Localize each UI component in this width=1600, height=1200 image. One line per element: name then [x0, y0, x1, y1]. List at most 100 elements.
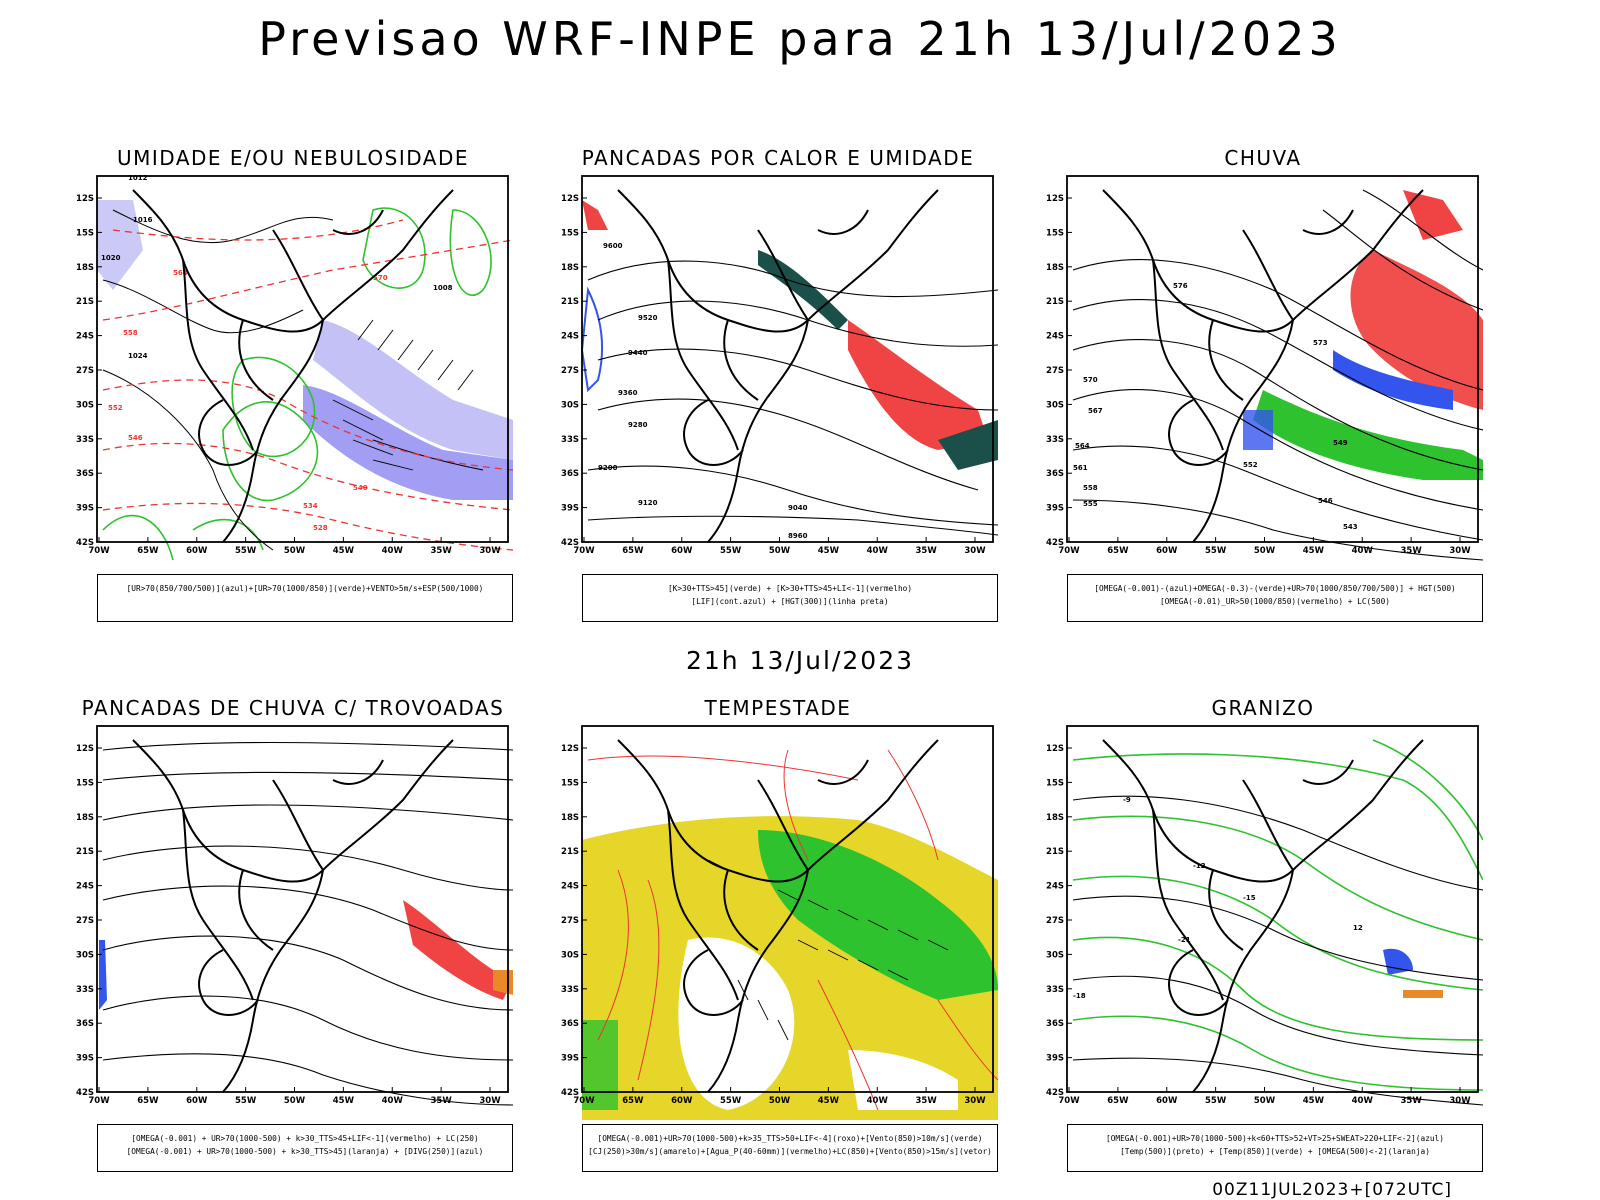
lat-tick-label: 33S: [76, 435, 94, 445]
temp850-contours: [1072, 739, 1483, 1091]
lon-tick-label: 30W: [1449, 546, 1471, 556]
coastline-borders: [617, 739, 939, 1093]
contour-label: -15: [1243, 894, 1256, 902]
contour-label: 561: [1073, 464, 1088, 472]
lon-tick-label: 60W: [671, 546, 693, 556]
lon-tick-label: 50W: [284, 1096, 306, 1106]
lon-tick-label: 50W: [769, 1096, 791, 1106]
lat-tick-label: 39S: [76, 504, 94, 514]
lon-tick-label: 50W: [1254, 546, 1276, 556]
lat-tick-label: 30S: [1046, 950, 1064, 960]
panel-title: PANCADAS POR CALOR E UMIDADE: [581, 146, 975, 170]
lon-tick-label: 40W: [1352, 1096, 1374, 1106]
lat-tick-label: 42S: [561, 1088, 579, 1098]
lat-tick-label: 30S: [1046, 400, 1064, 410]
lat-tick-label: 36S: [76, 469, 94, 479]
lon-tick-label: 50W: [769, 546, 791, 556]
lat-tick-label: 15S: [76, 778, 94, 788]
contour-label: -12: [1193, 862, 1206, 870]
lon-tick-label: 65W: [137, 546, 159, 556]
lon-tick-label: 30W: [964, 1096, 986, 1106]
lat-tick-label: 33S: [76, 985, 94, 995]
latitude-axis: 12S 15S 18S 21S 24S 27S 30S 33S 36S 39S 42S: [1046, 194, 1072, 548]
contour-label: 555: [1083, 500, 1098, 508]
lon-tick-label: 65W: [1107, 546, 1129, 556]
lat-tick-label: 42S: [76, 538, 94, 548]
longitude-axis: 70W 65W 60W 55W 50W 45W 40W 35W 30W: [1058, 1087, 1471, 1106]
contour-label: 1008: [433, 284, 453, 292]
map-frame: [96, 175, 509, 543]
panel-title: UMIDADE E/OU NEBULOSIDADE: [116, 146, 470, 170]
lon-tick-label: 40W: [867, 546, 889, 556]
lat-tick-label: 21S: [76, 297, 94, 307]
lon-tick-label: 40W: [867, 1096, 889, 1106]
panel-title: GRANIZO: [1211, 696, 1315, 720]
panel-legend: [OMEGA(-0.001) + UR>70(1000-500) + k>30_…: [97, 1124, 513, 1172]
lon-tick-label: 45W: [1303, 1096, 1325, 1106]
lat-tick-label: 36S: [1046, 1019, 1064, 1029]
panel-legend: [OMEGA(-0.001)-(azul)+OMEGA(-0.3)-(verde…: [1067, 574, 1483, 622]
lon-tick-label: 70W: [1058, 1096, 1080, 1106]
map-umidade[interactable]: 1012 1016 1020 1024 1008 570 564 558 552…: [73, 170, 513, 570]
map-granizo[interactable]: -9 -12 -15 -18 -21 12 12S 15S 18S 21S 24S 27S…: [1043, 720, 1483, 1120]
temp500-contours: [1072, 795, 1483, 1106]
lon-tick-label: 45W: [333, 1096, 355, 1106]
lon-tick-label: 65W: [622, 1096, 644, 1106]
legend-line: [OMEGA(-0.001)+UR>70(1000-500)+k>35_TTS>…: [597, 1134, 983, 1143]
lat-tick-label: 24S: [76, 882, 94, 892]
map-chuva[interactable]: 576 573 570 567 564 561 558 555 552 549 …: [1043, 170, 1483, 570]
main-title: Previsao WRF-INPE para 21h 13/Jul/2023: [258, 12, 1342, 66]
lon-tick-label: 35W: [1401, 546, 1423, 556]
lon-tick-label: 35W: [431, 546, 453, 556]
legend-line: [OMEGA(-0.001) + UR>70(1000-500) + k>30_…: [131, 1134, 479, 1143]
contour-label: 1012: [128, 174, 148, 182]
lat-tick-label: 15S: [1046, 778, 1064, 788]
coastline-borders: [617, 189, 939, 543]
lon-tick-label: 30W: [964, 546, 986, 556]
lon-tick-label: 55W: [1205, 546, 1227, 556]
lc250-streamlines: [102, 741, 513, 1106]
lat-tick-label: 36S: [76, 1019, 94, 1029]
contour-label: 570: [373, 274, 388, 282]
map-frame: [1066, 175, 1479, 543]
hgt500-streamlines: [1072, 189, 1483, 561]
panel-legend: [K>30+TTS>45](verde) + [K>30+TTS>45+LI<-…: [582, 574, 998, 622]
lon-tick-label: 30W: [479, 546, 501, 556]
legend-line: [CJ(250)>30m/s](amarelo)+[Agua_P(40-60mm…: [588, 1147, 992, 1156]
lat-tick-label: 24S: [561, 882, 579, 892]
lon-tick-label: 45W: [818, 546, 840, 556]
lat-tick-label: 21S: [76, 847, 94, 857]
fill-layer: [1383, 948, 1443, 998]
lon-tick-label: 45W: [1303, 546, 1325, 556]
lon-tick-label: 70W: [573, 546, 595, 556]
map-pancadas-calor[interactable]: 9600 9520 9440 9360 9280 9200 9120 9040 …: [558, 170, 998, 570]
legend-line: [LIF](cont.azul) + [HGT(300)](linha pret…: [691, 597, 889, 606]
lon-tick-label: 35W: [916, 546, 938, 556]
lat-tick-label: 30S: [561, 950, 579, 960]
panel-trovoadas: PANCADAS DE CHUVA C/ TROVOADAS 12S 15S 18S…: [73, 696, 513, 1172]
contour-label: 552: [1243, 461, 1258, 469]
lat-tick-label: 18S: [76, 263, 94, 273]
contour-label: 1020: [101, 254, 121, 262]
lat-tick-label: 24S: [1046, 882, 1064, 892]
latitude-axis: 12S 15S 18S 21S 24S 27S 30S 33S 36S 39S 42S: [1046, 744, 1072, 1098]
lon-tick-label: 55W: [720, 1096, 742, 1106]
fill-layer: [582, 816, 998, 1120]
lat-tick-label: 18S: [1046, 263, 1064, 273]
contour-label: 9200: [598, 464, 618, 472]
longitude-axis: 70W 65W 60W 55W 50W 45W 40W 35W 30W: [1058, 537, 1471, 556]
panel-legend: [OMEGA(-0.001)+UR>70(1000-500)+k<60+TTS>…: [1067, 1124, 1483, 1172]
panel-legend: [OMEGA(-0.001)+UR>70(1000-500)+k>35_TTS>…: [582, 1124, 998, 1172]
lon-tick-label: 55W: [1205, 1096, 1227, 1106]
lat-tick-label: 33S: [561, 435, 579, 445]
lon-tick-label: 30W: [1449, 1096, 1471, 1106]
contour-label: 9440: [628, 349, 648, 357]
lon-tick-label: 65W: [137, 1096, 159, 1106]
lat-tick-label: 12S: [561, 744, 579, 754]
contour-label: 9280: [628, 421, 648, 429]
contour-label: 8960: [788, 532, 808, 540]
fill-layer: [97, 200, 513, 500]
lat-tick-label: 15S: [561, 228, 579, 238]
